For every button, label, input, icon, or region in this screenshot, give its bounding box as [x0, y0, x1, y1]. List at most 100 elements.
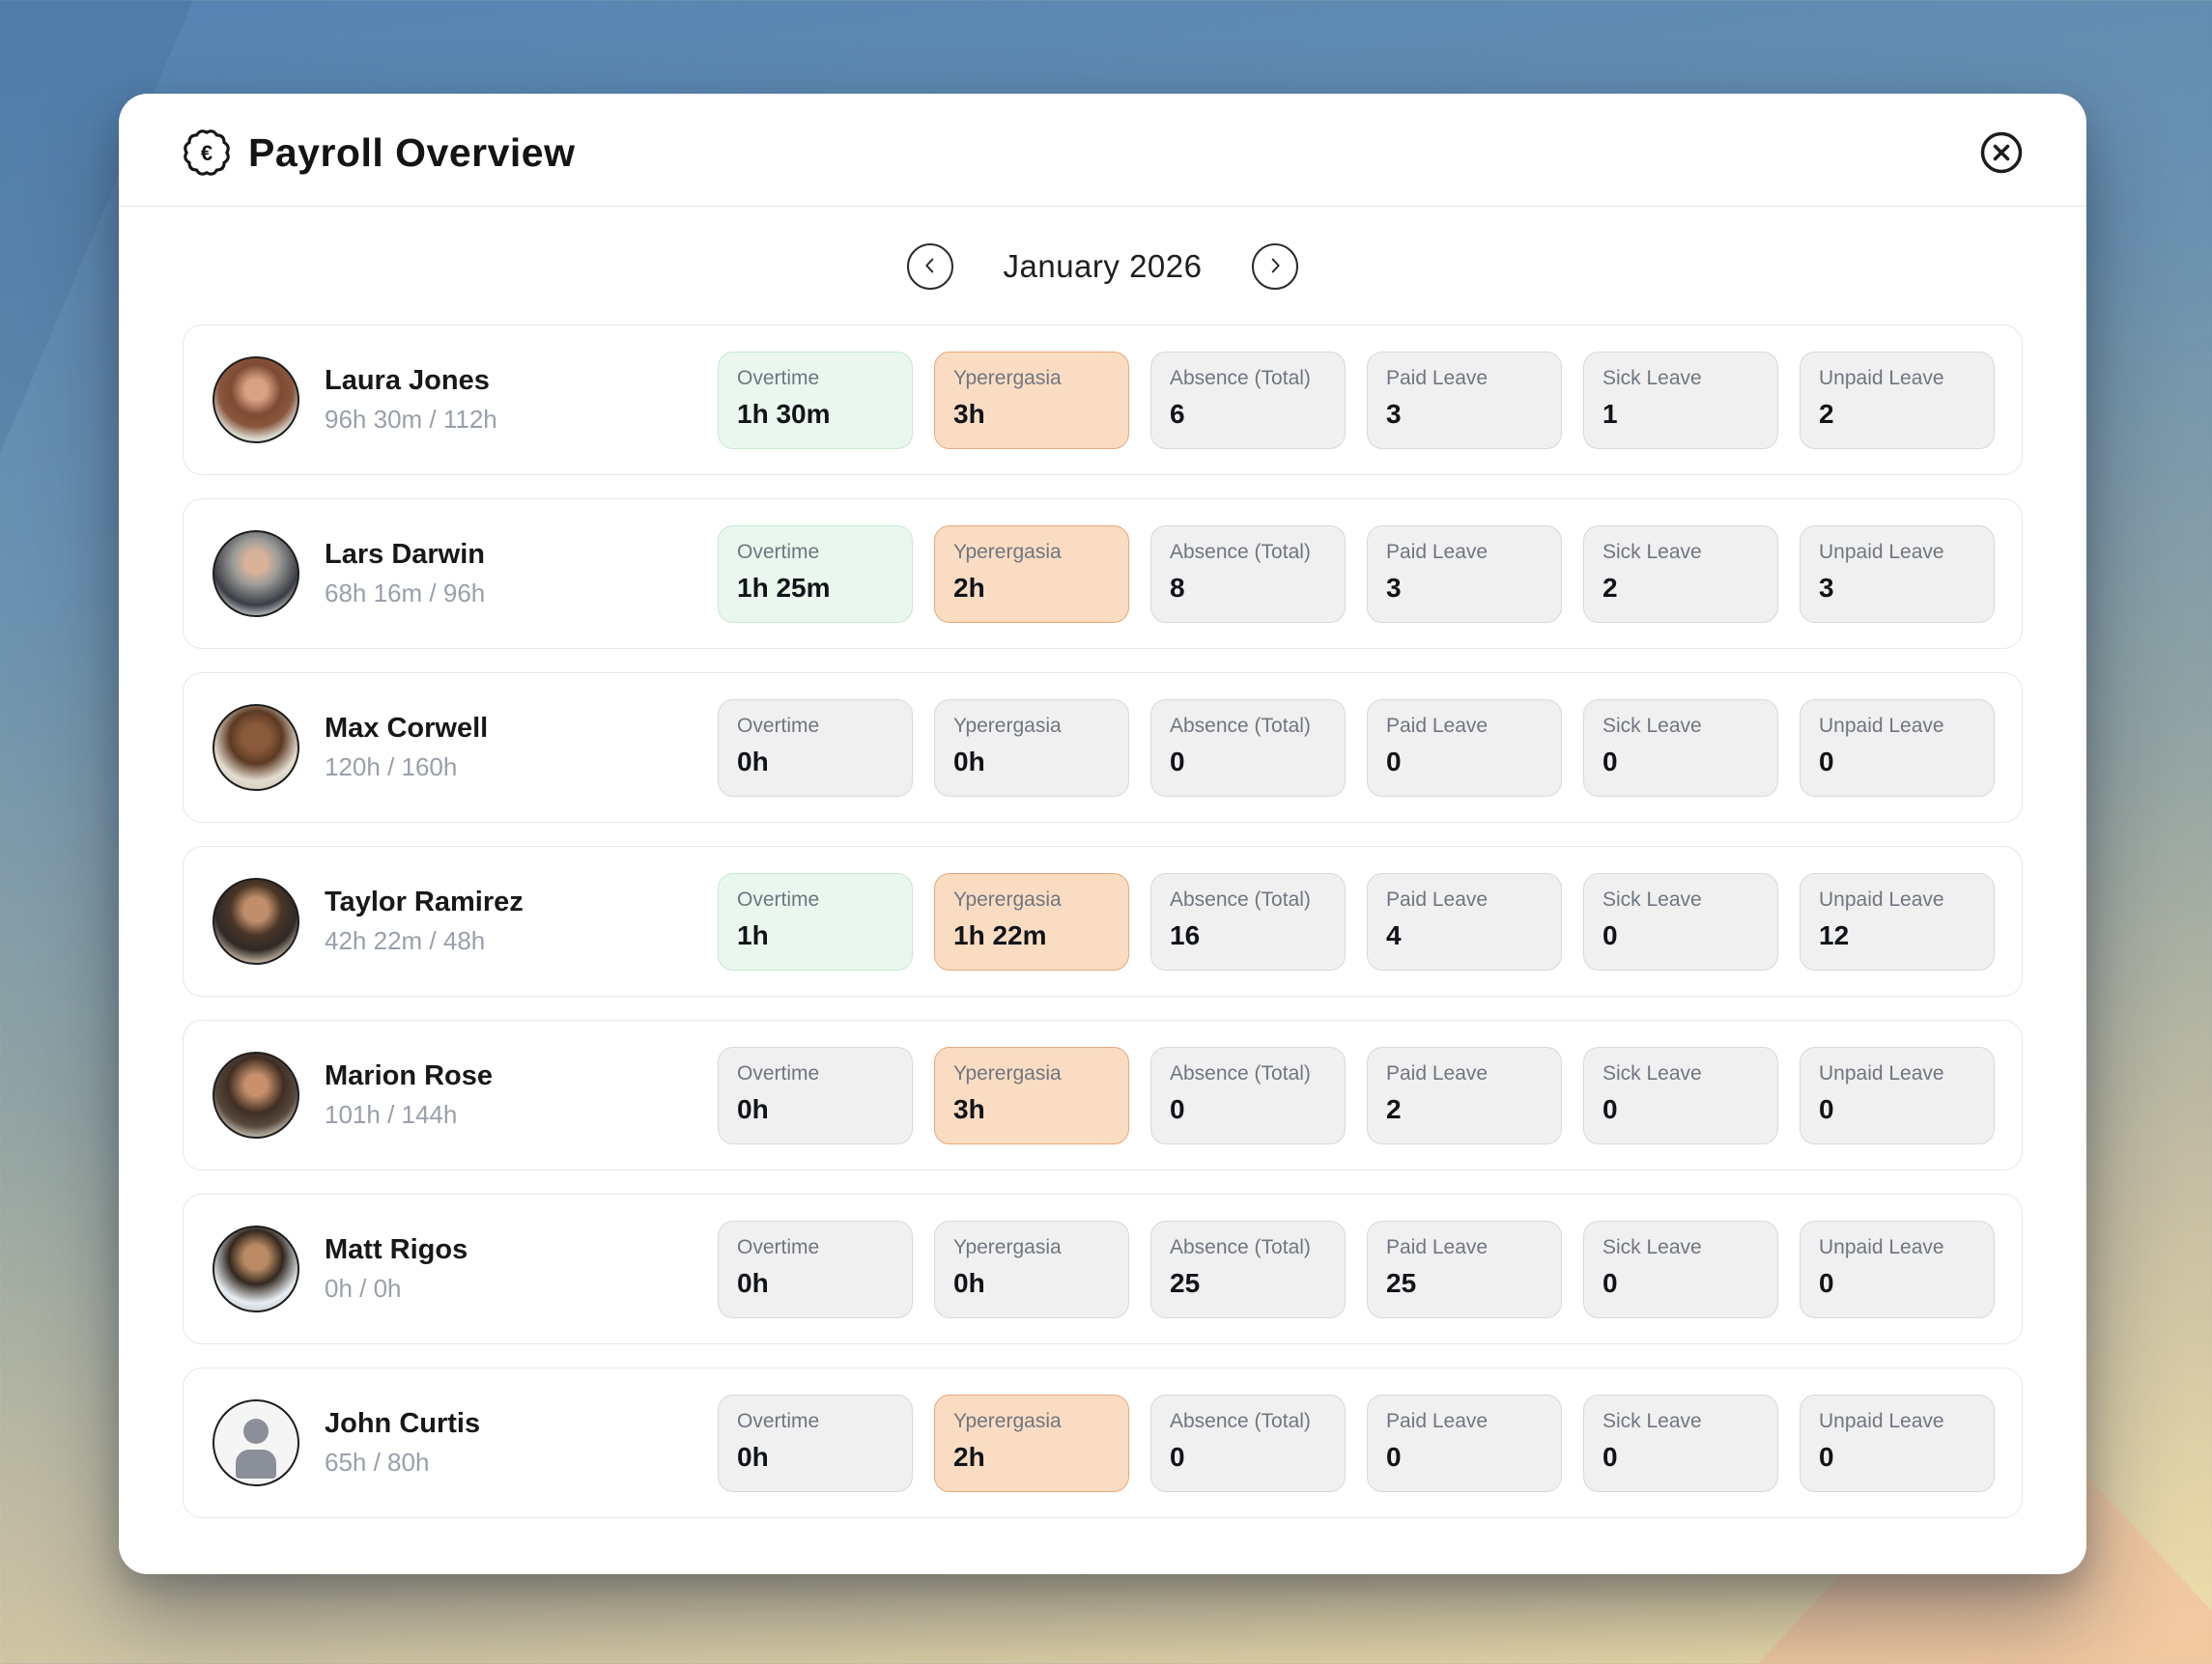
person-body-icon — [236, 1450, 276, 1479]
avatar — [213, 530, 299, 617]
stat-chip-value: 1h 25m — [737, 572, 831, 603]
close-button[interactable] — [1978, 129, 2025, 176]
modal-header: € Payroll Overview — [119, 94, 2086, 207]
month-label: January 2026 — [1003, 248, 1203, 284]
stat-chip: Absence (Total) 0 — [1150, 1394, 1346, 1492]
stat-chip: Yperergasia 3h — [934, 351, 1129, 449]
stat-chip: Paid Leave 4 — [1367, 872, 1562, 971]
stat-chip-label: Paid Leave — [1386, 366, 1489, 389]
stat-chip-value: 0 — [1819, 1441, 1834, 1472]
stat-chip: Paid Leave 3 — [1367, 351, 1562, 449]
stat-chip-label: Unpaid Leave — [1819, 1235, 1944, 1258]
stat-chip-value: 2 — [1386, 1093, 1402, 1124]
prev-month-button[interactable] — [906, 243, 953, 290]
avatar — [213, 356, 299, 443]
stat-chip-label: Yperergasia — [953, 888, 1062, 911]
stat-chip-value: 3 — [1819, 572, 1834, 603]
stat-chip-value: 8 — [1170, 572, 1185, 603]
stat-chip-value: 3 — [1386, 398, 1402, 429]
stat-chip-value: 0h — [953, 1267, 985, 1298]
stat-chip-label: Yperergasia — [953, 714, 1062, 737]
stat-chip-value: 0 — [1819, 746, 1834, 776]
stat-chip: Paid Leave 0 — [1367, 698, 1562, 797]
employee-row: Matt Rigos 0h / 0h Overtime 0h Yperergas… — [183, 1194, 2023, 1344]
stat-chip: Paid Leave 0 — [1367, 1394, 1562, 1492]
title-wrap: € Payroll Overview — [183, 128, 575, 177]
stat-chip-value: 0h — [737, 1093, 769, 1124]
stat-chip: Overtime 0h — [718, 1220, 913, 1318]
employee-row: Marion Rose 101h / 144h Overtime 0h Yper… — [183, 1020, 2023, 1170]
stat-chip: Absence (Total) 8 — [1150, 524, 1346, 623]
stat-chip: Unpaid Leave 0 — [1800, 1046, 1995, 1144]
stat-chip-label: Overtime — [737, 540, 820, 563]
stat-chip-label: Absence (Total) — [1170, 1235, 1311, 1258]
employee-hours: 65h / 80h — [325, 1448, 430, 1477]
stat-chip-label: Yperergasia — [953, 540, 1062, 563]
stat-chips: Overtime 0h Yperergasia 0h Absence (Tota… — [718, 698, 1995, 797]
stat-chip: Overtime 0h — [718, 698, 913, 797]
stat-chip-label: Absence (Total) — [1170, 1061, 1311, 1085]
stat-chip: Overtime 1h — [718, 872, 913, 971]
person-head-icon — [243, 1419, 269, 1444]
stat-chip: Sick Leave 0 — [1583, 698, 1778, 797]
stat-chip-value: 0h — [737, 1441, 769, 1472]
stat-chip-value: 0 — [1602, 746, 1618, 776]
stat-chip-label: Sick Leave — [1602, 540, 1702, 563]
stat-chip: Yperergasia 0h — [934, 698, 1129, 797]
stat-chip-value: 0h — [737, 1267, 769, 1298]
stat-chip: Sick Leave 0 — [1583, 1394, 1778, 1492]
svg-text:€: € — [201, 141, 213, 165]
payroll-overview-modal: € Payroll Overview January 2026 — [119, 94, 2086, 1574]
employee-row: John Curtis 65h / 80h Overtime 0h Yperer… — [183, 1368, 2023, 1518]
stat-chip-value: 0 — [1170, 1441, 1185, 1472]
stat-chip: Overtime 1h 25m — [718, 524, 913, 623]
stat-chip-label: Yperergasia — [953, 1409, 1062, 1432]
employee-name: Matt Rigos — [325, 1234, 468, 1265]
close-icon — [1978, 131, 2025, 179]
stat-chip-label: Yperergasia — [953, 1235, 1062, 1258]
stat-chip-value: 0 — [1602, 1441, 1618, 1472]
stat-chips: Overtime 1h 30m Yperergasia 3h Absence (… — [718, 351, 1995, 449]
stat-chips: Overtime 1h Yperergasia 1h 22m Absence (… — [718, 872, 1995, 971]
euro-badge-icon: € — [183, 128, 231, 177]
stat-chip: Overtime 0h — [718, 1046, 913, 1144]
stat-chip-label: Unpaid Leave — [1819, 714, 1944, 737]
stat-chip: Unpaid Leave 3 — [1800, 524, 1995, 623]
employee-list: Laura Jones 96h 30m / 112h Overtime 1h 3… — [183, 324, 2023, 1518]
stat-chip: Unpaid Leave 0 — [1800, 1394, 1995, 1492]
stat-chip-value: 3h — [953, 398, 985, 429]
stat-chip-value: 0h — [953, 746, 985, 776]
stat-chip-label: Sick Leave — [1602, 1061, 1702, 1085]
stat-chip: Overtime 1h 30m — [718, 351, 913, 449]
avatar — [213, 878, 299, 965]
stat-chip-label: Sick Leave — [1602, 366, 1702, 389]
stat-chip-value: 0 — [1602, 1093, 1618, 1124]
stat-chip: Paid Leave 25 — [1367, 1220, 1562, 1318]
stat-chip-value: 0 — [1602, 1267, 1618, 1298]
stat-chip-value: 0h — [737, 746, 769, 776]
stat-chip-value: 2h — [953, 1441, 985, 1472]
stat-chip-label: Overtime — [737, 888, 820, 911]
stat-chip-label: Unpaid Leave — [1819, 540, 1944, 563]
next-month-button[interactable] — [1252, 243, 1299, 290]
stat-chip-value: 25 — [1386, 1267, 1417, 1298]
stat-chip: Yperergasia 3h — [934, 1046, 1129, 1144]
stat-chip-label: Yperergasia — [953, 1061, 1062, 1085]
employee-text: Max Corwell 120h / 160h — [325, 713, 488, 782]
stat-chip-label: Absence (Total) — [1170, 714, 1311, 737]
stat-chip: Yperergasia 0h — [934, 1220, 1129, 1318]
employee-info: Laura Jones 96h 30m / 112h — [213, 356, 718, 443]
stat-chips: Overtime 0h Yperergasia 2h Absence (Tota… — [718, 1394, 1995, 1492]
stat-chip: Yperergasia 2h — [934, 524, 1129, 623]
employee-name: John Curtis — [325, 1408, 481, 1439]
employee-hours: 0h / 0h — [325, 1274, 402, 1303]
stat-chip-value: 25 — [1170, 1267, 1201, 1298]
avatar — [213, 1226, 299, 1312]
employee-row: Laura Jones 96h 30m / 112h Overtime 1h 3… — [183, 324, 2023, 475]
employee-info: Max Corwell 120h / 160h — [213, 704, 718, 791]
stat-chip: Yperergasia 1h 22m — [934, 872, 1129, 971]
stat-chip-label: Overtime — [737, 366, 820, 389]
employee-text: Laura Jones 96h 30m / 112h — [325, 365, 497, 435]
stat-chip: Absence (Total) 0 — [1150, 698, 1346, 797]
stat-chip: Unpaid Leave 0 — [1800, 1220, 1995, 1318]
